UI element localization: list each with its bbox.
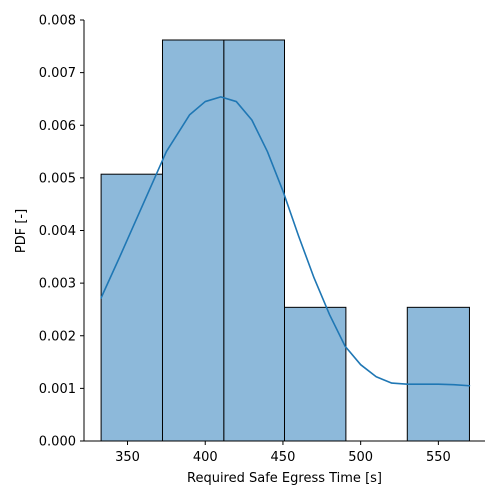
x-tick-label: 450 <box>271 450 296 465</box>
x-axis-label: Required Safe Egress Time [s] <box>187 471 382 486</box>
y-axis-label: PDF [-] <box>14 209 29 253</box>
histogram-bar-1 <box>100 173 163 442</box>
y-tick-label: 0.002 <box>39 329 76 344</box>
x-tick-label: 550 <box>426 450 451 465</box>
x-tick-label: 400 <box>193 450 218 465</box>
y-tick-label: 0.003 <box>39 277 76 292</box>
y-tick-label: 0.005 <box>39 171 76 186</box>
histogram-bar-3 <box>223 39 286 442</box>
x-ticks: 350 400 450 500 550 <box>115 441 451 465</box>
kde-line <box>100 96 471 387</box>
x-tick-label: 500 <box>348 450 373 465</box>
y-tick-label: 0.000 <box>39 435 76 450</box>
histogram-bar-2 <box>161 39 225 442</box>
x-tick-label: 350 <box>115 450 140 465</box>
y-tick-label: 0.004 <box>39 224 76 239</box>
y-ticks: 0.000 0.001 0.002 0.003 0.004 0.005 0.006 0.007… <box>39 14 84 450</box>
kde-layer <box>100 96 471 387</box>
y-tick-label: 0.006 <box>39 119 76 134</box>
y-tick-label: 0.007 <box>39 66 76 81</box>
histogram-bar-4 <box>284 306 347 442</box>
histogram-bars <box>100 39 470 442</box>
y-tick-label: 0.008 <box>39 14 76 29</box>
histogram-bar-6 <box>406 306 470 442</box>
y-tick-label: 0.001 <box>39 382 76 397</box>
